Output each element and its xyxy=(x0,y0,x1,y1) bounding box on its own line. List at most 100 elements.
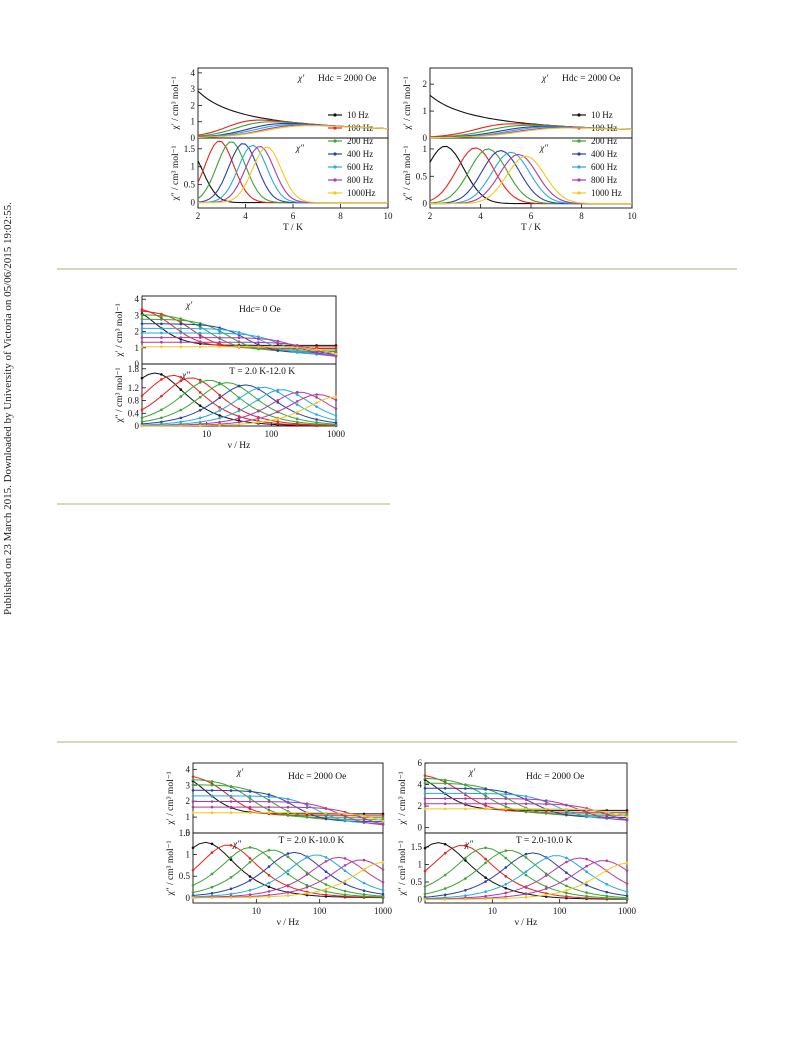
data-point xyxy=(324,807,328,810)
y-tick-label: 1.2 xyxy=(128,383,139,393)
data-point xyxy=(484,894,487,898)
data-point xyxy=(229,794,233,798)
data-point xyxy=(229,843,233,847)
data-point xyxy=(237,397,241,400)
data-point xyxy=(524,807,528,811)
data-point xyxy=(267,795,271,799)
data-point xyxy=(140,376,144,380)
data-point xyxy=(443,792,447,795)
data-point xyxy=(191,884,195,887)
y-tick-label: 1 xyxy=(186,812,191,822)
legend-marker xyxy=(333,152,337,156)
data-point xyxy=(276,410,280,413)
x-tick-label: 100 xyxy=(313,906,327,916)
data-point xyxy=(565,889,568,892)
y-tick-label: 1 xyxy=(191,162,196,172)
data-point xyxy=(484,797,487,800)
data-point xyxy=(565,803,568,807)
data-point xyxy=(484,890,487,894)
data-point xyxy=(504,805,508,809)
data-point xyxy=(565,856,568,860)
data-point xyxy=(248,790,252,793)
y-tick-label: 0 xyxy=(423,199,428,209)
data-point xyxy=(585,857,588,861)
data-point xyxy=(295,346,299,349)
data-point xyxy=(315,348,318,351)
data-point xyxy=(210,789,214,792)
data-point xyxy=(585,894,588,898)
data-point xyxy=(229,856,233,859)
figure-ac-frequency-zero-field: 0 1 2 3 4 χ′ / cm³ mol⁻¹ 0 0.4 0.8 1.2 1.8χ″ / cm³… xyxy=(115,294,346,451)
data-point xyxy=(267,793,271,796)
data-point xyxy=(210,811,214,815)
data-point xyxy=(210,851,214,854)
data-point xyxy=(362,881,366,885)
x-axis-label: T / K xyxy=(521,223,541,233)
data-point xyxy=(524,856,528,859)
data-point xyxy=(276,388,280,392)
y-tick-label: 2 xyxy=(191,100,196,110)
data-point xyxy=(334,418,338,422)
data-point xyxy=(565,895,568,898)
data-point xyxy=(210,805,214,809)
temperature-range-label: T = 2.0-10.0 K xyxy=(516,836,573,846)
field-label: Hdc = 2000 Oe xyxy=(562,74,620,84)
data-point xyxy=(504,802,508,806)
data-point xyxy=(423,807,427,811)
data-point xyxy=(464,783,467,786)
data-point xyxy=(191,891,195,894)
data-point xyxy=(179,322,183,326)
data-point xyxy=(267,811,271,815)
data-point xyxy=(160,345,163,349)
data-point xyxy=(305,815,309,819)
data-point xyxy=(140,317,144,321)
y-tick-label: 1 xyxy=(418,860,423,870)
data-point xyxy=(276,399,280,402)
data-point xyxy=(565,877,568,881)
data-point xyxy=(229,892,233,896)
data-point xyxy=(565,884,568,888)
chi-double-prime-label: χ″ xyxy=(232,840,242,850)
data-point xyxy=(381,868,385,871)
y-tick-label: 1 xyxy=(135,343,140,353)
x-tick-label: 100 xyxy=(265,429,279,439)
y-tick-label: 4 xyxy=(135,294,140,304)
data-point xyxy=(210,896,214,899)
legend-marker xyxy=(577,152,581,156)
data-point xyxy=(343,857,347,860)
chi-double-prime-curve xyxy=(198,146,388,204)
data-point xyxy=(229,800,233,803)
data-point xyxy=(218,396,221,400)
data-point xyxy=(248,879,252,882)
data-point xyxy=(248,794,252,798)
data-point xyxy=(423,802,427,806)
y-tick-label: 1.5 xyxy=(411,842,423,852)
data-point xyxy=(179,424,183,428)
y-tick-label: 0.5 xyxy=(179,871,191,881)
legend-marker xyxy=(333,113,337,117)
data-point xyxy=(191,775,195,778)
y-tick-label: 1 xyxy=(186,850,191,860)
data-point xyxy=(218,420,221,424)
data-point xyxy=(443,786,447,790)
data-point xyxy=(286,894,290,897)
x-tick-label: 6 xyxy=(291,211,296,221)
data-point xyxy=(248,797,252,800)
y-tick-label: 0.5 xyxy=(411,877,423,887)
data-point xyxy=(257,386,260,390)
data-point xyxy=(267,890,271,893)
data-point xyxy=(295,351,299,354)
plot-frame xyxy=(192,832,384,904)
y-tick-label: 0 xyxy=(418,823,423,833)
legend-label: 400 Hz xyxy=(591,149,617,159)
data-point xyxy=(484,876,487,879)
data-point xyxy=(324,876,328,880)
x-axis-label: ν / Hz xyxy=(515,918,538,928)
data-point xyxy=(565,813,568,817)
y-tick-label: 3 xyxy=(135,310,140,320)
y-tick-label: 0 xyxy=(423,133,428,143)
data-point xyxy=(443,842,447,846)
chi-double-prime-curve xyxy=(430,155,632,205)
data-point xyxy=(504,807,508,811)
data-point xyxy=(140,394,144,398)
